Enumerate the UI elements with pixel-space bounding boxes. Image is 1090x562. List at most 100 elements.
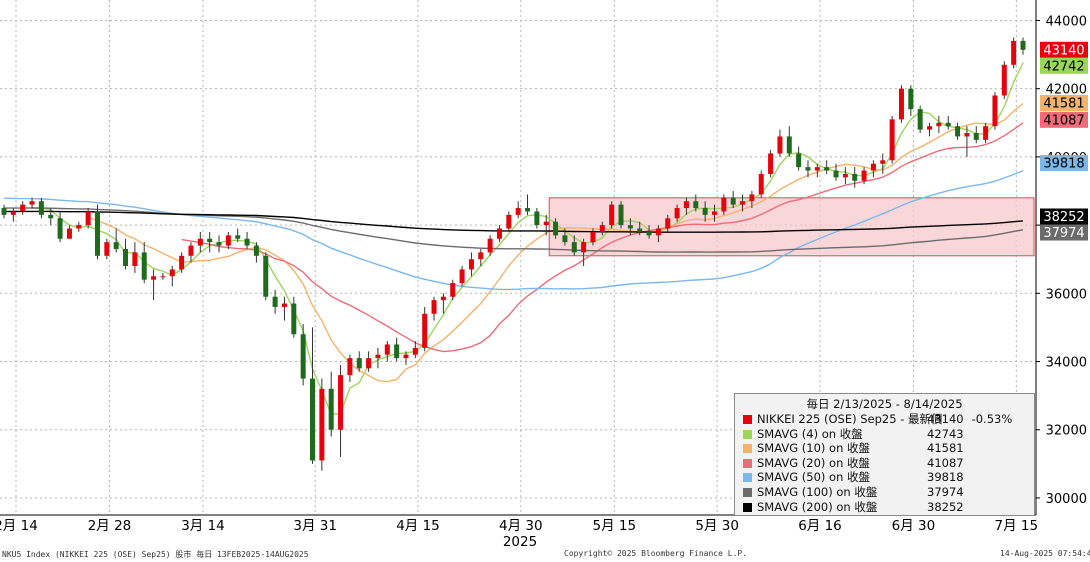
x-tick-label: 7月 15: [995, 518, 1039, 534]
candle-body: [674, 208, 680, 219]
candle-body: [188, 245, 194, 256]
moving-average-lines: [3, 62, 1024, 416]
right-label-bg: [1040, 111, 1088, 128]
footer-center: Copyright© 2025 Bloomberg Finance L.P.: [564, 549, 748, 558]
candle-body: [768, 153, 774, 174]
candle-body: [384, 344, 390, 355]
candle-body: [253, 245, 259, 256]
candle-body: [889, 119, 895, 161]
candle-body: [908, 88, 914, 110]
x-year-label: 2025: [503, 534, 537, 550]
candle-body: [85, 211, 91, 226]
right-label-text: 43140: [1043, 43, 1084, 58]
candle-body: [665, 218, 671, 229]
legend-entry: SMAVG (50) on 收盤 39818: [735, 470, 1034, 485]
candle-body: [730, 197, 736, 205]
x-tick-label: 5月 30: [695, 518, 739, 534]
candle-body: [356, 358, 362, 369]
legend-label: SMAVG (10) on 收盤: [757, 441, 871, 456]
candle-body: [1001, 64, 1007, 96]
candle-body: [151, 276, 157, 280]
y-tick-label: 30000: [1046, 492, 1087, 507]
candle-body: [29, 201, 35, 205]
candle-body: [291, 303, 297, 335]
candle-body: [983, 126, 989, 140]
sma-4-line: [32, 62, 1024, 416]
legend-value: 39818: [927, 470, 964, 485]
right-label-bg: [1040, 155, 1088, 172]
candle-body: [945, 122, 951, 127]
y-tick-label: 44000: [1046, 14, 1087, 29]
candle-body: [48, 214, 54, 219]
candle-body: [842, 173, 848, 178]
candle-body: [973, 133, 979, 140]
right-label-text: 41087: [1043, 113, 1084, 128]
legend-label: NIKKEI 225 (OSE) Sep25 - 最新價: [757, 412, 943, 426]
candle-body: [618, 204, 624, 226]
candle-body: [169, 269, 175, 277]
y-tick-label: 34000: [1046, 356, 1087, 371]
candle-body: [814, 167, 820, 171]
candle-body: [609, 204, 615, 226]
legend-label: SMAVG (100) on 收盤: [757, 484, 878, 499]
legend-swatch: [743, 487, 752, 497]
right-label-text: 38252: [1043, 210, 1084, 225]
candle-body: [132, 252, 138, 267]
x-tick-label: 3月 31: [293, 518, 337, 534]
legend-swatch: [743, 429, 752, 439]
footer-left: NKU5 Index (NIKKEI 225 (OSE) Sep25) 股市 毎…: [2, 550, 309, 559]
legend-entry: NIKKEI 225 (OSE) Sep25 - 最新價 43140 -0.53%: [735, 412, 1034, 427]
sma-200-line: [4, 210, 1024, 233]
candle-body: [319, 388, 325, 461]
right-label-bg: [1040, 41, 1088, 58]
legend-box: 毎日 2/13/2025 - 8/14/2025 NIKKEI 225 (OSE…: [734, 393, 1035, 516]
candle-body: [693, 201, 699, 209]
candle-body: [655, 228, 661, 236]
candle-body: [581, 242, 587, 253]
candle-body: [235, 235, 241, 239]
x-tick-label: 3月 14: [181, 518, 225, 534]
candle-body: [571, 242, 577, 253]
candle-body: [786, 136, 792, 154]
legend-value: 37974: [927, 484, 964, 499]
candle-body: [394, 344, 400, 359]
candle-body: [272, 296, 278, 307]
candle-body: [366, 358, 372, 369]
legend-label: SMAVG (4) on 收盤: [757, 426, 863, 441]
candle-body: [450, 283, 456, 297]
candle-body: [637, 228, 643, 232]
candle-body: [403, 354, 409, 359]
legend-rows: NIKKEI 225 (OSE) Sep25 - 最新價 43140 -0.53% S…: [735, 412, 1034, 514]
candle-body: [525, 208, 531, 212]
legend-title: 毎日 2/13/2025 - 8/14/2025: [806, 397, 963, 411]
candle-body: [160, 276, 166, 278]
x-tick-label: 4月 30: [499, 518, 543, 534]
candle-body: [487, 238, 493, 253]
legend-swatch: [743, 415, 752, 424]
candle-body: [702, 208, 708, 215]
candle-body: [310, 378, 316, 461]
legend-value: 43140 -0.53%: [927, 412, 1013, 426]
right-label-text: 37974: [1043, 226, 1084, 241]
candle-body: [515, 208, 521, 215]
candlesticks: [1, 37, 1026, 471]
legend-swatch: [743, 473, 752, 483]
y-axis-ticks: 4400042000400003800036000340003200030000: [1036, 14, 1087, 507]
candle-body: [599, 225, 605, 232]
candle-body: [459, 269, 465, 284]
legend-entry: SMAVG (100) on 收盤 37974: [735, 485, 1034, 500]
candle-body: [179, 255, 185, 270]
candle-body: [225, 235, 231, 246]
candle-body: [721, 197, 727, 212]
candle-body: [955, 126, 961, 137]
right-label-text: 41581: [1043, 96, 1084, 111]
candle-body: [76, 225, 82, 229]
candle-body: [758, 173, 764, 195]
legend-label: SMAVG (20) on 收盤: [757, 455, 871, 470]
x-tick-label: 4月 15: [396, 518, 440, 534]
candle-body: [861, 170, 867, 181]
candle-body: [917, 109, 923, 130]
y-tick-label: 36000: [1046, 287, 1087, 302]
